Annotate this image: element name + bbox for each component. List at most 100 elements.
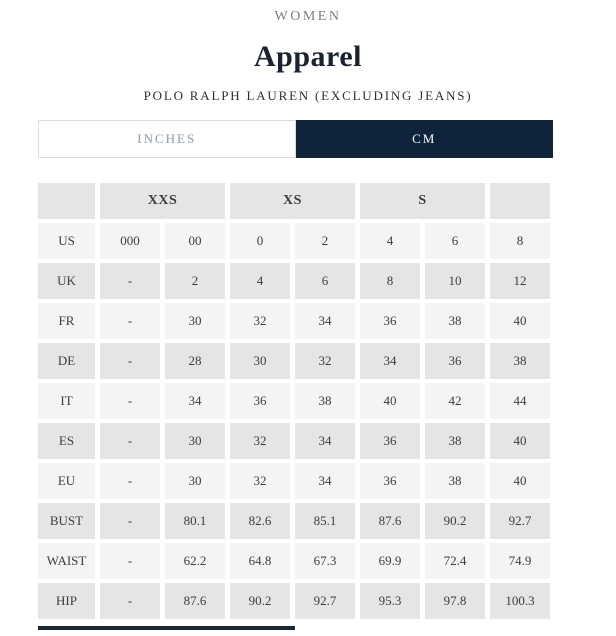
size-value-cell: 2 <box>165 263 225 299</box>
size-value-cell: 72.4 <box>425 543 485 579</box>
size-value-cell: 38 <box>425 423 485 459</box>
size-value-cell: 87.6 <box>165 583 225 619</box>
row-label: IT <box>38 383 95 419</box>
size-value-cell: 34 <box>360 343 420 379</box>
size-value-cell: 30 <box>165 303 225 339</box>
size-value-cell: 40 <box>360 383 420 419</box>
size-group-empty <box>490 183 550 219</box>
size-value-cell: - <box>100 303 160 339</box>
size-value-cell: 40 <box>490 303 550 339</box>
size-value-cell: - <box>100 543 160 579</box>
size-table: XXS XS S US 000 00 0 2 4 6 8 UK -2 4 6 8 10 12 FR -30 32 34 3… <box>33 179 555 623</box>
table-row-eu: EU -30 32 34 36 38 40 <box>38 463 550 499</box>
brand-subtitle: POLO RALPH LAUREN (EXCLUDING JEANS) <box>143 88 473 103</box>
size-value-cell: 82.6 <box>230 503 290 539</box>
size-value-cell: 62.2 <box>165 543 225 579</box>
size-group-xxs: XXS <box>100 183 225 219</box>
size-group-s: S <box>360 183 485 219</box>
scrollbar-thumb[interactable] <box>38 626 295 630</box>
size-value-cell: 40 <box>490 463 550 499</box>
size-value-cell: 32 <box>230 303 290 339</box>
table-row-hip: HIP -87.6 90.2 92.7 95.3 97.8 100.3 <box>38 583 550 619</box>
size-value-cell: 36 <box>360 463 420 499</box>
size-value-cell: 85.1 <box>295 503 355 539</box>
size-value-cell: 34 <box>295 463 355 499</box>
size-value-cell: 38 <box>490 343 550 379</box>
row-label: UK <box>38 263 95 299</box>
size-value-cell: 28 <box>165 343 225 379</box>
size-value-cell: 64.8 <box>230 543 290 579</box>
size-value-cell: - <box>100 263 160 299</box>
size-value-cell: 4 <box>360 223 420 259</box>
size-value-cell: 34 <box>295 303 355 339</box>
row-label: FR <box>38 303 95 339</box>
horizontal-scrollbar <box>38 626 556 630</box>
tab-cm[interactable]: CM <box>295 120 553 158</box>
page-title: Apparel <box>254 40 362 73</box>
category-label: WOMEN <box>274 9 342 24</box>
size-table-region: XXS XS S US 000 00 0 2 4 6 8 UK -2 4 6 8 10 12 FR -30 32 34 3… <box>33 179 616 623</box>
row-label: WAIST <box>38 543 95 579</box>
size-value-cell: - <box>100 583 160 619</box>
size-value-cell: 74.9 <box>490 543 550 579</box>
size-value-cell: 90.2 <box>425 503 485 539</box>
table-row-fr: FR -30 32 34 36 38 40 <box>38 303 550 339</box>
size-value-cell: 30 <box>165 463 225 499</box>
row-label: EU <box>38 463 95 499</box>
size-value-cell: 36 <box>360 423 420 459</box>
size-value-cell: 30 <box>230 343 290 379</box>
size-value-cell: 87.6 <box>360 503 420 539</box>
size-group-empty <box>38 183 95 219</box>
size-value-cell: 44 <box>490 383 550 419</box>
size-value-cell: 30 <box>165 423 225 459</box>
row-label: US <box>38 223 95 259</box>
size-table-head: XXS XS S <box>38 183 550 219</box>
size-value-cell: 36 <box>230 383 290 419</box>
size-value-cell: 97.8 <box>425 583 485 619</box>
size-value-cell: 34 <box>295 423 355 459</box>
size-value-cell: 32 <box>230 463 290 499</box>
size-value-cell: 00 <box>165 223 225 259</box>
tab-inches[interactable]: INCHES <box>38 120 296 158</box>
table-row-es: ES -30 32 34 36 38 40 <box>38 423 550 459</box>
size-value-cell: 32 <box>295 343 355 379</box>
size-value-cell: 32 <box>230 423 290 459</box>
size-value-cell: 80.1 <box>165 503 225 539</box>
size-value-cell: 8 <box>360 263 420 299</box>
row-label: ES <box>38 423 95 459</box>
size-value-cell: - <box>100 383 160 419</box>
row-label: DE <box>38 343 95 379</box>
table-row-de: DE -28 30 32 34 36 38 <box>38 343 550 379</box>
size-value-cell: 38 <box>425 303 485 339</box>
unit-tabs: INCHES CM <box>38 120 553 158</box>
size-value-cell: 10 <box>425 263 485 299</box>
table-row-uk: UK -2 4 6 8 10 12 <box>38 263 550 299</box>
size-value-cell: 6 <box>425 223 485 259</box>
row-label: HIP <box>38 583 95 619</box>
size-value-cell: 92.7 <box>295 583 355 619</box>
size-value-cell: 0 <box>230 223 290 259</box>
size-value-cell: - <box>100 463 160 499</box>
size-value-cell: 36 <box>360 303 420 339</box>
size-value-cell: 2 <box>295 223 355 259</box>
size-value-cell: 6 <box>295 263 355 299</box>
size-value-cell: 69.9 <box>360 543 420 579</box>
size-value-cell: 8 <box>490 223 550 259</box>
table-row-bust: BUST -80.1 82.6 85.1 87.6 90.2 92.7 <box>38 503 550 539</box>
size-value-cell: - <box>100 503 160 539</box>
size-value-cell: 67.3 <box>295 543 355 579</box>
row-label: BUST <box>38 503 95 539</box>
size-value-cell: 38 <box>425 463 485 499</box>
size-value-cell: 34 <box>165 383 225 419</box>
size-group-xs: XS <box>230 183 355 219</box>
size-value-cell: 100.3 <box>490 583 550 619</box>
size-value-cell: 4 <box>230 263 290 299</box>
size-value-cell: 92.7 <box>490 503 550 539</box>
size-value-cell: 40 <box>490 423 550 459</box>
size-value-cell: 95.3 <box>360 583 420 619</box>
size-value-cell: 90.2 <box>230 583 290 619</box>
table-row-it: IT -34 36 38 40 42 44 <box>38 383 550 419</box>
size-value-cell: - <box>100 343 160 379</box>
size-value-cell: 42 <box>425 383 485 419</box>
table-row-waist: WAIST -62.2 64.8 67.3 69.9 72.4 74.9 <box>38 543 550 579</box>
